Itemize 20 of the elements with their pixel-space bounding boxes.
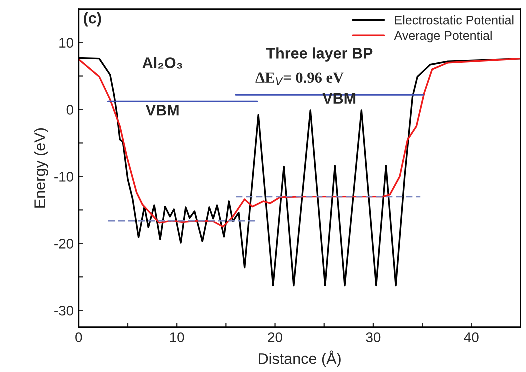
y-tick-label: -20 xyxy=(54,238,74,249)
annotation: ΔE$_{V}$= 0.96 eV xyxy=(256,72,344,86)
annotation: VBM xyxy=(322,93,356,104)
x-axis-title: Distance (Å) xyxy=(259,350,341,368)
x-tick-label: 40 xyxy=(464,332,479,342)
annotation: Three layer BP xyxy=(266,48,373,62)
x-tick-label: 10 xyxy=(170,332,184,342)
x-tick-label: 30 xyxy=(366,332,381,342)
y-tick-label: -10 xyxy=(54,172,74,182)
y-tick-label: 10 xyxy=(60,38,74,48)
y-tick-label: -30 xyxy=(54,306,74,316)
y-axis-title: Energy (eV) xyxy=(34,128,48,208)
x-tick-label: 0 xyxy=(76,332,82,342)
annotation: Al₂O₃ xyxy=(142,57,182,69)
x-tick-label: 20 xyxy=(268,332,282,342)
annotation: VBM xyxy=(146,105,179,116)
legend-label: Average Potential xyxy=(394,30,492,43)
legend-label: Electrostatic Potential xyxy=(395,16,514,25)
y-tick-label: 0 xyxy=(66,105,74,115)
annotation: (c) xyxy=(84,12,102,27)
